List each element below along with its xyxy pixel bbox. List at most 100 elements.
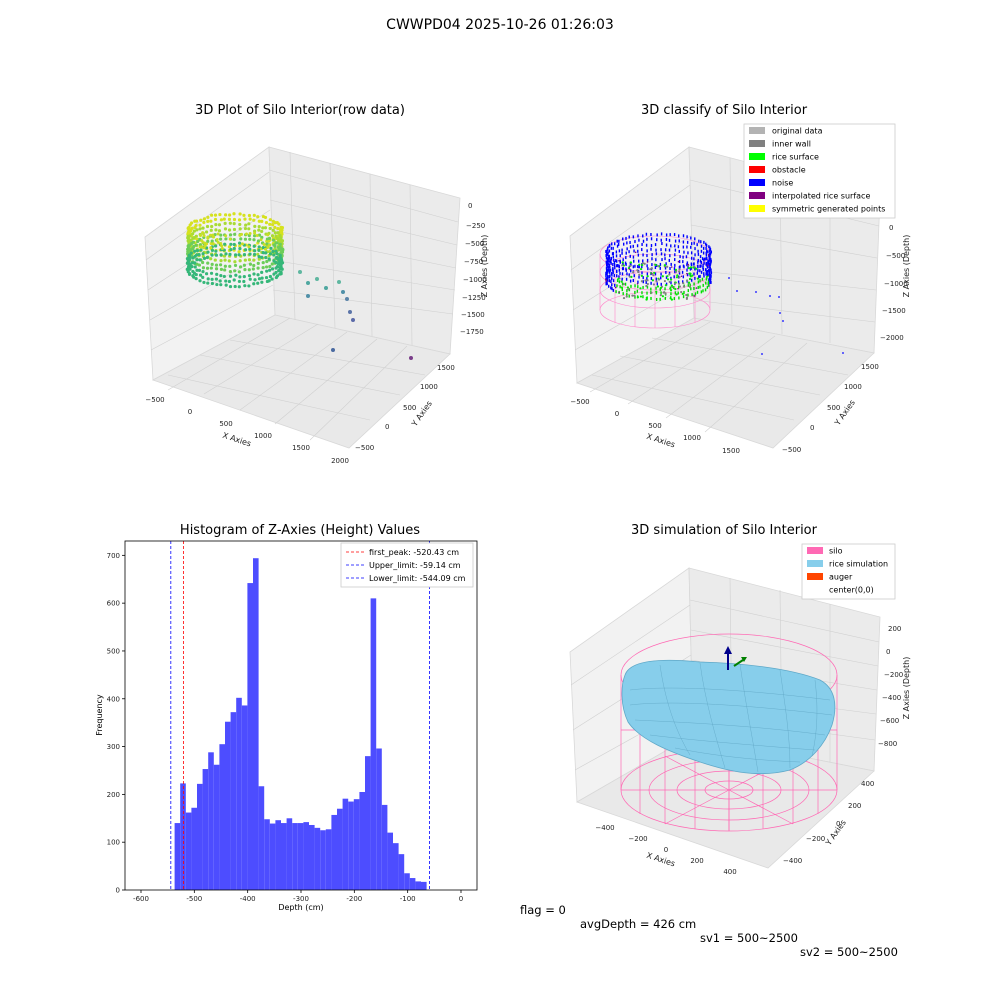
classify-legend-label: interpolated rice surface (772, 192, 870, 201)
raw-point-cloud (185, 212, 285, 289)
histogram-bar (230, 712, 237, 890)
histogram-x-tick: 0 (459, 895, 463, 903)
raw-z-tick: −500 (465, 240, 484, 248)
classify-gridlines (570, 157, 880, 433)
classify-legend-swatch (749, 140, 765, 147)
classify-x-tick: −500 (570, 398, 589, 406)
raw-x-tick: 1000 (254, 432, 272, 440)
simulation-x-ticks: −400 −200 0 200 400 (595, 824, 736, 876)
simulation-legend: silo rice simulation auger center(0,0) (801, 543, 896, 600)
raw-x-tick: −500 (145, 396, 164, 404)
classify-y-tick: 1000 (844, 383, 862, 391)
histogram-bar (409, 878, 416, 890)
histogram-bar (275, 820, 281, 890)
histogram-bar (415, 881, 421, 890)
classify-panel-title: 3D classify of Silo Interior (640, 103, 808, 118)
histogram-bar (258, 786, 265, 890)
histogram-bar (236, 697, 242, 890)
histogram-y-tick: 700 (107, 552, 120, 560)
histogram-x-ticks: -600 -500 -400 -300 -200 -100 0 (133, 890, 463, 903)
simulation-panel-title: 3D simulation of Silo Interior (631, 523, 817, 538)
raw-x-ticks: −500 0 500 1000 1500 2000 (145, 396, 349, 465)
classify-legend-label: inner wall (772, 140, 811, 149)
histogram-legend: first_peak: -520.43 cm Upper_limit: -59.1… (340, 542, 474, 588)
simulation-x-tick: 0 (664, 846, 668, 854)
histogram-y-tick: 300 (107, 743, 120, 751)
classify-legend-swatch (749, 179, 765, 186)
histogram-y-tick: 400 (107, 695, 120, 703)
histogram-legend-label: Lower_limit: -544.09 cm (369, 574, 466, 583)
simulation-legend-label: center(0,0) (829, 586, 874, 595)
simulation-legend-label: silo (829, 547, 843, 556)
histogram-x-tick: -400 (240, 895, 256, 903)
raw-y-tick: 0 (385, 423, 389, 431)
histogram-bars (174, 558, 427, 890)
histogram-legend-label: first_peak: -520.43 cm (369, 548, 459, 557)
histogram-bar (337, 808, 343, 890)
simulation-legend-swatch (807, 560, 823, 567)
simulation-3d-plot: silo rice simulation auger center(0,0) −400… (569, 543, 911, 876)
raw-y-tick: 500 (403, 404, 416, 412)
raw-y-tick: 1500 (437, 364, 455, 372)
simulation-z-tick: 200 (888, 625, 901, 633)
histogram-bar (421, 881, 427, 890)
classify-legend-swatch (749, 166, 765, 173)
histogram-y-label: Frequency (95, 694, 104, 736)
histogram-y-tick: 100 (107, 839, 120, 847)
classify-y-tick: 1500 (861, 363, 879, 371)
raw-y-tick: −500 (355, 444, 374, 452)
sv2-readout: sv2 = 500~2500 (800, 945, 898, 959)
simulation-y-tick: 0 (836, 820, 840, 828)
classify-z-tick: −1500 (882, 307, 906, 315)
histogram-bar (320, 830, 326, 890)
simulation-z-tick: 0 (886, 648, 890, 656)
raw-z-tick: 0 (468, 202, 472, 210)
histogram-bar (331, 814, 337, 890)
histogram-bar (281, 823, 287, 890)
histogram-x-tick: -600 (133, 895, 149, 903)
raw-y-tick: 1000 (420, 383, 438, 391)
histogram-bar (376, 748, 382, 890)
simulation-legend-swatch (807, 547, 823, 554)
classify-legend-swatch (749, 205, 765, 212)
simulation-y-tick: −200 (806, 835, 825, 843)
classify-y-tick: 500 (827, 404, 840, 412)
histogram-bar (387, 832, 393, 890)
simulation-legend-swatch (807, 573, 823, 580)
figure-title: CWWPD04 2025-10-26 01:26:03 (386, 17, 614, 33)
classify-legend-label: original data (772, 127, 823, 136)
classify-legend-label: symmetric generated points (772, 205, 885, 214)
histogram-bar (180, 783, 186, 890)
classify-x-tick: 0 (615, 410, 619, 418)
raw-x-tick: 500 (219, 420, 232, 428)
simulation-z-tick: −600 (880, 717, 899, 725)
simulation-legend-label: rice simulation (829, 560, 888, 569)
histogram-bar (292, 823, 298, 890)
histogram-bar (314, 827, 321, 890)
histogram-x-tick: -300 (293, 895, 309, 903)
classify-z-label: Z Axies (Depth) (902, 235, 911, 298)
classify-legend-box (743, 123, 896, 219)
auger-marker (724, 646, 747, 670)
rice-surface-mesh (629, 662, 833, 773)
classify-legend-label: obstacle (772, 166, 806, 175)
raw-x-label: X Axies (221, 431, 252, 449)
histogram-title: Histogram of Z-Axies (Height) Values (179, 523, 421, 538)
classify-z-tick: −2000 (880, 334, 904, 342)
histogram-bar (303, 822, 309, 890)
simulation-floor-pane (576, 734, 875, 869)
histogram-bar (393, 843, 399, 890)
classify-y-ticks: −500 0 500 1000 1500 (782, 363, 879, 454)
raw-z-tick: −1000 (463, 276, 487, 284)
raw-x-tick: 2000 (331, 457, 349, 465)
raw-x-tick: 1500 (292, 444, 310, 452)
histogram-bar (297, 823, 304, 890)
histogram-legend-label: Upper_limit: -59.14 cm (369, 561, 461, 570)
simulation-x-tick: 200 (690, 857, 703, 865)
histogram-bar (359, 791, 365, 890)
histogram-bar (309, 824, 315, 890)
classify-z-tick: −1000 (884, 280, 908, 288)
classify-noise-outliers (728, 277, 844, 355)
histogram-bar (191, 807, 197, 890)
classify-x-tick: 1000 (683, 434, 701, 442)
